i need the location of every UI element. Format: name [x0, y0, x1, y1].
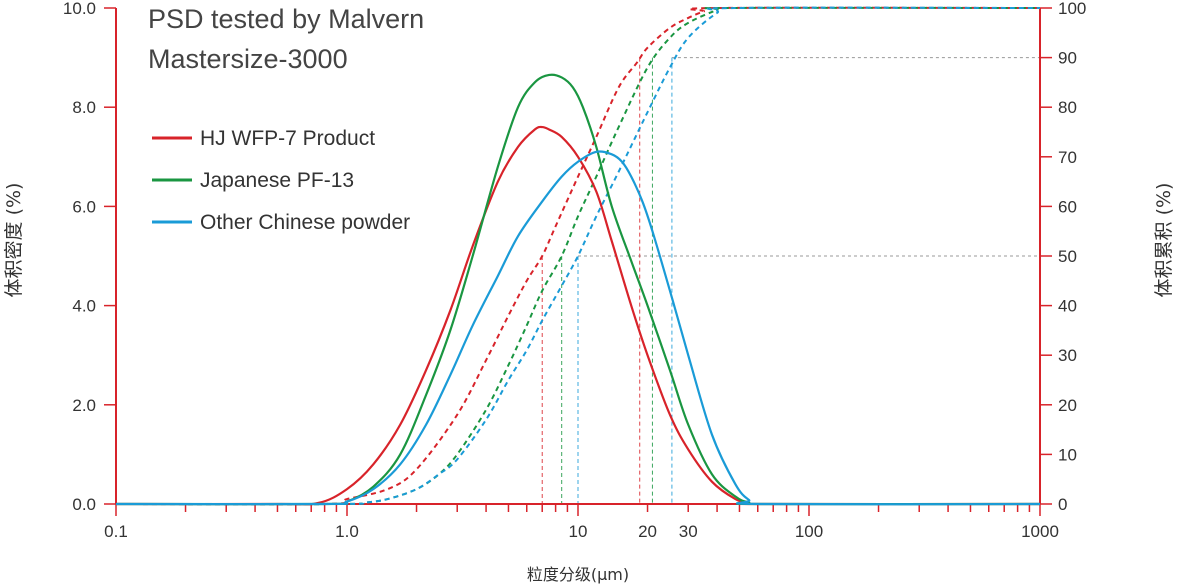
reference-lines	[541, 57, 1040, 504]
legend-label-other-chinese: Other Chinese powder	[200, 211, 410, 234]
x-tick-label-10: 10	[569, 522, 588, 541]
y-right-tick-label-90: 90	[1058, 49, 1077, 68]
density-line-other-chinese-powder	[115, 150, 1041, 506]
y-left-tick-label-6-0: 6.0	[72, 197, 96, 216]
x-axis-title: 粒度分级(μm)	[527, 565, 629, 584]
y-right-tick-label-30: 30	[1058, 346, 1077, 365]
y-left-axis-title: 体积密度 (%)	[3, 183, 25, 298]
y-right-tick-label-60: 60	[1058, 197, 1077, 216]
cumulative-line-hj-wfp-7-product	[115, 6, 1041, 506]
y-left-tick-label-4-0: 4.0	[72, 297, 96, 316]
y-right-tick-label-50: 50	[1058, 247, 1077, 266]
y-left-tick-label-2-0: 2.0	[72, 396, 96, 415]
cumulative-line-other-chinese-powder	[115, 6, 1041, 506]
y-right-tick-label-10: 10	[1058, 445, 1077, 464]
y-right-tick-label-20: 20	[1058, 396, 1077, 415]
x-tick-label-0-1: 0.1	[104, 522, 128, 541]
tick-labels: 0.1 1.0 10 20 30 100 1000 0.0 2.0 4.0 6.0 8.0 10.0 0 1…	[63, 0, 1086, 541]
y-left-tick-label-10-0: 10.0	[63, 0, 96, 18]
x-tick-label-1-0: 1.0	[335, 522, 359, 541]
y-right-tick-label-40: 40	[1058, 297, 1077, 316]
y-left-tick-label-0-0: 0.0	[72, 495, 96, 514]
y-right-tick-label-80: 80	[1058, 98, 1077, 117]
y-right-tick-label-100: 100	[1058, 0, 1086, 18]
legend: HJ WFP-7 Product Japanese PF-13 Other Ch…	[152, 127, 410, 234]
legend-label-japanese-pf-13: Japanese PF-13	[200, 169, 354, 192]
y-right-axis-title: 体积累积 (%)	[1153, 183, 1175, 298]
x-tick-label-30: 30	[679, 522, 698, 541]
legend-label-hj-wfp-7: HJ WFP-7 Product	[200, 127, 375, 150]
x-tick-label-20: 20	[638, 522, 657, 541]
series-lines	[115, 6, 1041, 506]
density-line-japanese-pf-13	[115, 73, 1041, 506]
y-right-tick-label-70: 70	[1058, 148, 1077, 167]
y-right-tick-label-0: 0	[1058, 495, 1067, 514]
density-line-hj-wfp-7-product	[115, 125, 1041, 506]
x-tick-label-100: 100	[795, 522, 823, 541]
chart-title-line-1: PSD tested by Malvern	[148, 4, 424, 34]
x-tick-label-1000: 1000	[1021, 522, 1059, 541]
chart-title-line-2: Mastersize-3000	[148, 44, 348, 74]
y-left-tick-label-8-0: 8.0	[72, 98, 96, 117]
